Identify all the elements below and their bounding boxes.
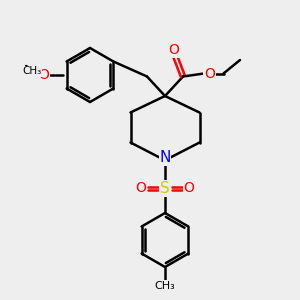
Text: CH₃: CH₃: [22, 66, 42, 76]
Text: CH₃: CH₃: [154, 280, 176, 291]
Text: S: S: [160, 181, 170, 196]
Text: O: O: [184, 182, 194, 195]
Text: O: O: [136, 182, 146, 195]
Text: N: N: [159, 150, 171, 165]
Text: O: O: [169, 44, 179, 57]
Text: O: O: [39, 68, 50, 82]
Text: O: O: [204, 67, 215, 80]
